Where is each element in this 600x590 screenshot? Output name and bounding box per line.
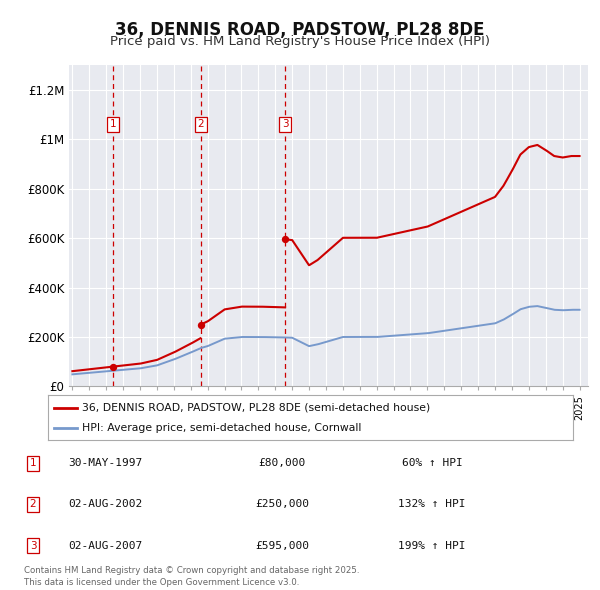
Text: 3: 3 xyxy=(29,541,37,550)
Point xyxy=(280,235,290,244)
Point xyxy=(196,320,205,329)
Text: £80,000: £80,000 xyxy=(259,458,305,468)
Text: HPI: Average price, semi-detached house, Cornwall: HPI: Average price, semi-detached house,… xyxy=(82,424,361,434)
Text: 02-AUG-2002: 02-AUG-2002 xyxy=(68,500,142,509)
Text: 36, DENNIS ROAD, PADSTOW, PL28 8DE (semi-detached house): 36, DENNIS ROAD, PADSTOW, PL28 8DE (semi… xyxy=(82,403,430,412)
Text: 02-AUG-2007: 02-AUG-2007 xyxy=(68,541,142,550)
Text: £595,000: £595,000 xyxy=(255,541,309,550)
Text: Price paid vs. HM Land Registry's House Price Index (HPI): Price paid vs. HM Land Registry's House … xyxy=(110,35,490,48)
Text: 1: 1 xyxy=(110,119,116,129)
Text: 2: 2 xyxy=(197,119,204,129)
Text: 36, DENNIS ROAD, PADSTOW, PL28 8DE: 36, DENNIS ROAD, PADSTOW, PL28 8DE xyxy=(115,21,485,39)
Text: 132% ↑ HPI: 132% ↑ HPI xyxy=(398,500,466,509)
Text: 199% ↑ HPI: 199% ↑ HPI xyxy=(398,541,466,550)
Text: 30-MAY-1997: 30-MAY-1997 xyxy=(68,458,142,468)
Point xyxy=(109,362,118,371)
Text: 60% ↑ HPI: 60% ↑ HPI xyxy=(401,458,463,468)
Text: 2: 2 xyxy=(29,500,37,509)
Text: 3: 3 xyxy=(282,119,289,129)
Text: £250,000: £250,000 xyxy=(255,500,309,509)
Text: Contains HM Land Registry data © Crown copyright and database right 2025.
This d: Contains HM Land Registry data © Crown c… xyxy=(24,566,359,587)
Text: 1: 1 xyxy=(29,458,37,468)
